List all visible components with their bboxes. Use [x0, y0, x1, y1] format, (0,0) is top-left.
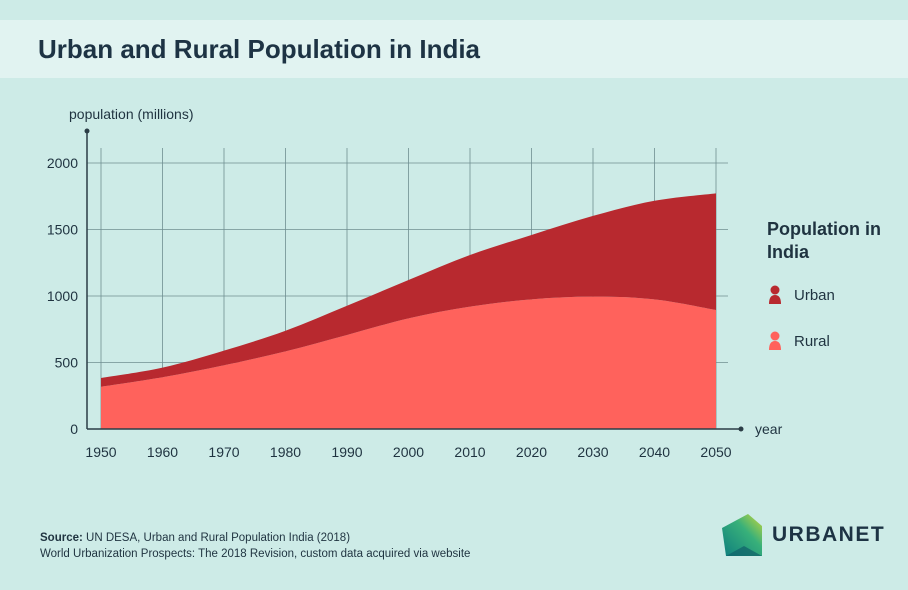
person-icon-urban — [769, 285, 781, 304]
x-tick-label: 2030 — [577, 444, 608, 460]
y-tick-label: 0 — [70, 421, 78, 437]
x-axis-arrow-dot — [738, 426, 744, 432]
urbanet-logo: URBANET — [720, 512, 885, 558]
x-axis-label: year — [755, 421, 783, 437]
x-tick-label: 1990 — [331, 444, 362, 460]
y-tick-label: 1500 — [47, 222, 78, 238]
x-tick-label: 1980 — [270, 444, 301, 460]
area-urban — [101, 193, 716, 387]
x-tick-label: 2020 — [516, 444, 547, 460]
x-tick-label: 1950 — [85, 444, 116, 460]
y-tick-label: 2000 — [47, 155, 78, 171]
legend-label-urban: Urban — [794, 286, 835, 304]
y-axis-label: population (millions) — [69, 106, 194, 122]
x-tick-label: 2050 — [700, 444, 731, 460]
chart-title: Urban and Rural Population in India — [38, 34, 481, 64]
legend-title: Population in India — [767, 219, 881, 262]
area-rural — [101, 296, 716, 429]
source-line-1: UN DESA, Urban and Rural Population Indi… — [86, 532, 351, 544]
y-tick-label: 500 — [55, 355, 79, 371]
y-axis-arrow-dot — [84, 128, 90, 134]
source-label: Source: — [40, 532, 83, 544]
x-tick-label: 1960 — [147, 444, 178, 460]
legend-item-urban: Urban — [768, 285, 835, 305]
x-tick-label: 2040 — [639, 444, 670, 460]
source-note: Source: UN DESA, Urban and Rural Populat… — [40, 530, 470, 562]
x-tick-label: 1970 — [208, 444, 239, 460]
legend-label-rural: Rural — [794, 332, 830, 350]
person-icon-rural — [769, 331, 781, 350]
x-tick-label: 2010 — [454, 444, 485, 460]
title-band — [0, 20, 908, 78]
logo-house-icon — [722, 514, 762, 556]
source-line-2: World Urbanization Prospects: The 2018 R… — [40, 548, 471, 560]
legend-item-rural: Rural — [768, 331, 830, 351]
x-tick-label: 2000 — [393, 444, 424, 460]
y-tick-label: 1000 — [47, 288, 78, 304]
logo-text: URBANET — [772, 523, 886, 546]
